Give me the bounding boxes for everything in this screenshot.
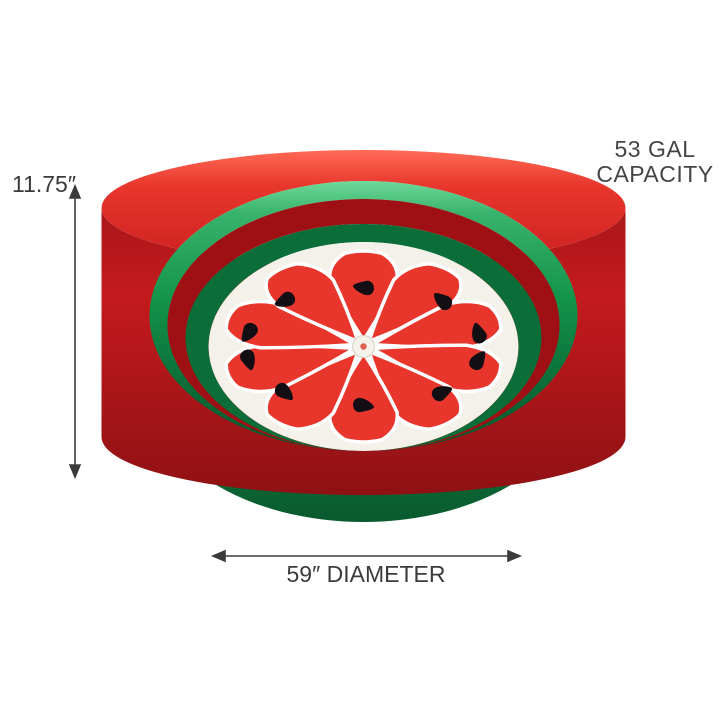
svg-text:53 GAL: 53 GAL — [615, 136, 696, 162]
svg-text:CAPACITY: CAPACITY — [596, 161, 713, 187]
svg-text:59″ DIAMETER: 59″ DIAMETER — [287, 561, 446, 587]
svg-text:11.75″: 11.75″ — [12, 171, 76, 197]
